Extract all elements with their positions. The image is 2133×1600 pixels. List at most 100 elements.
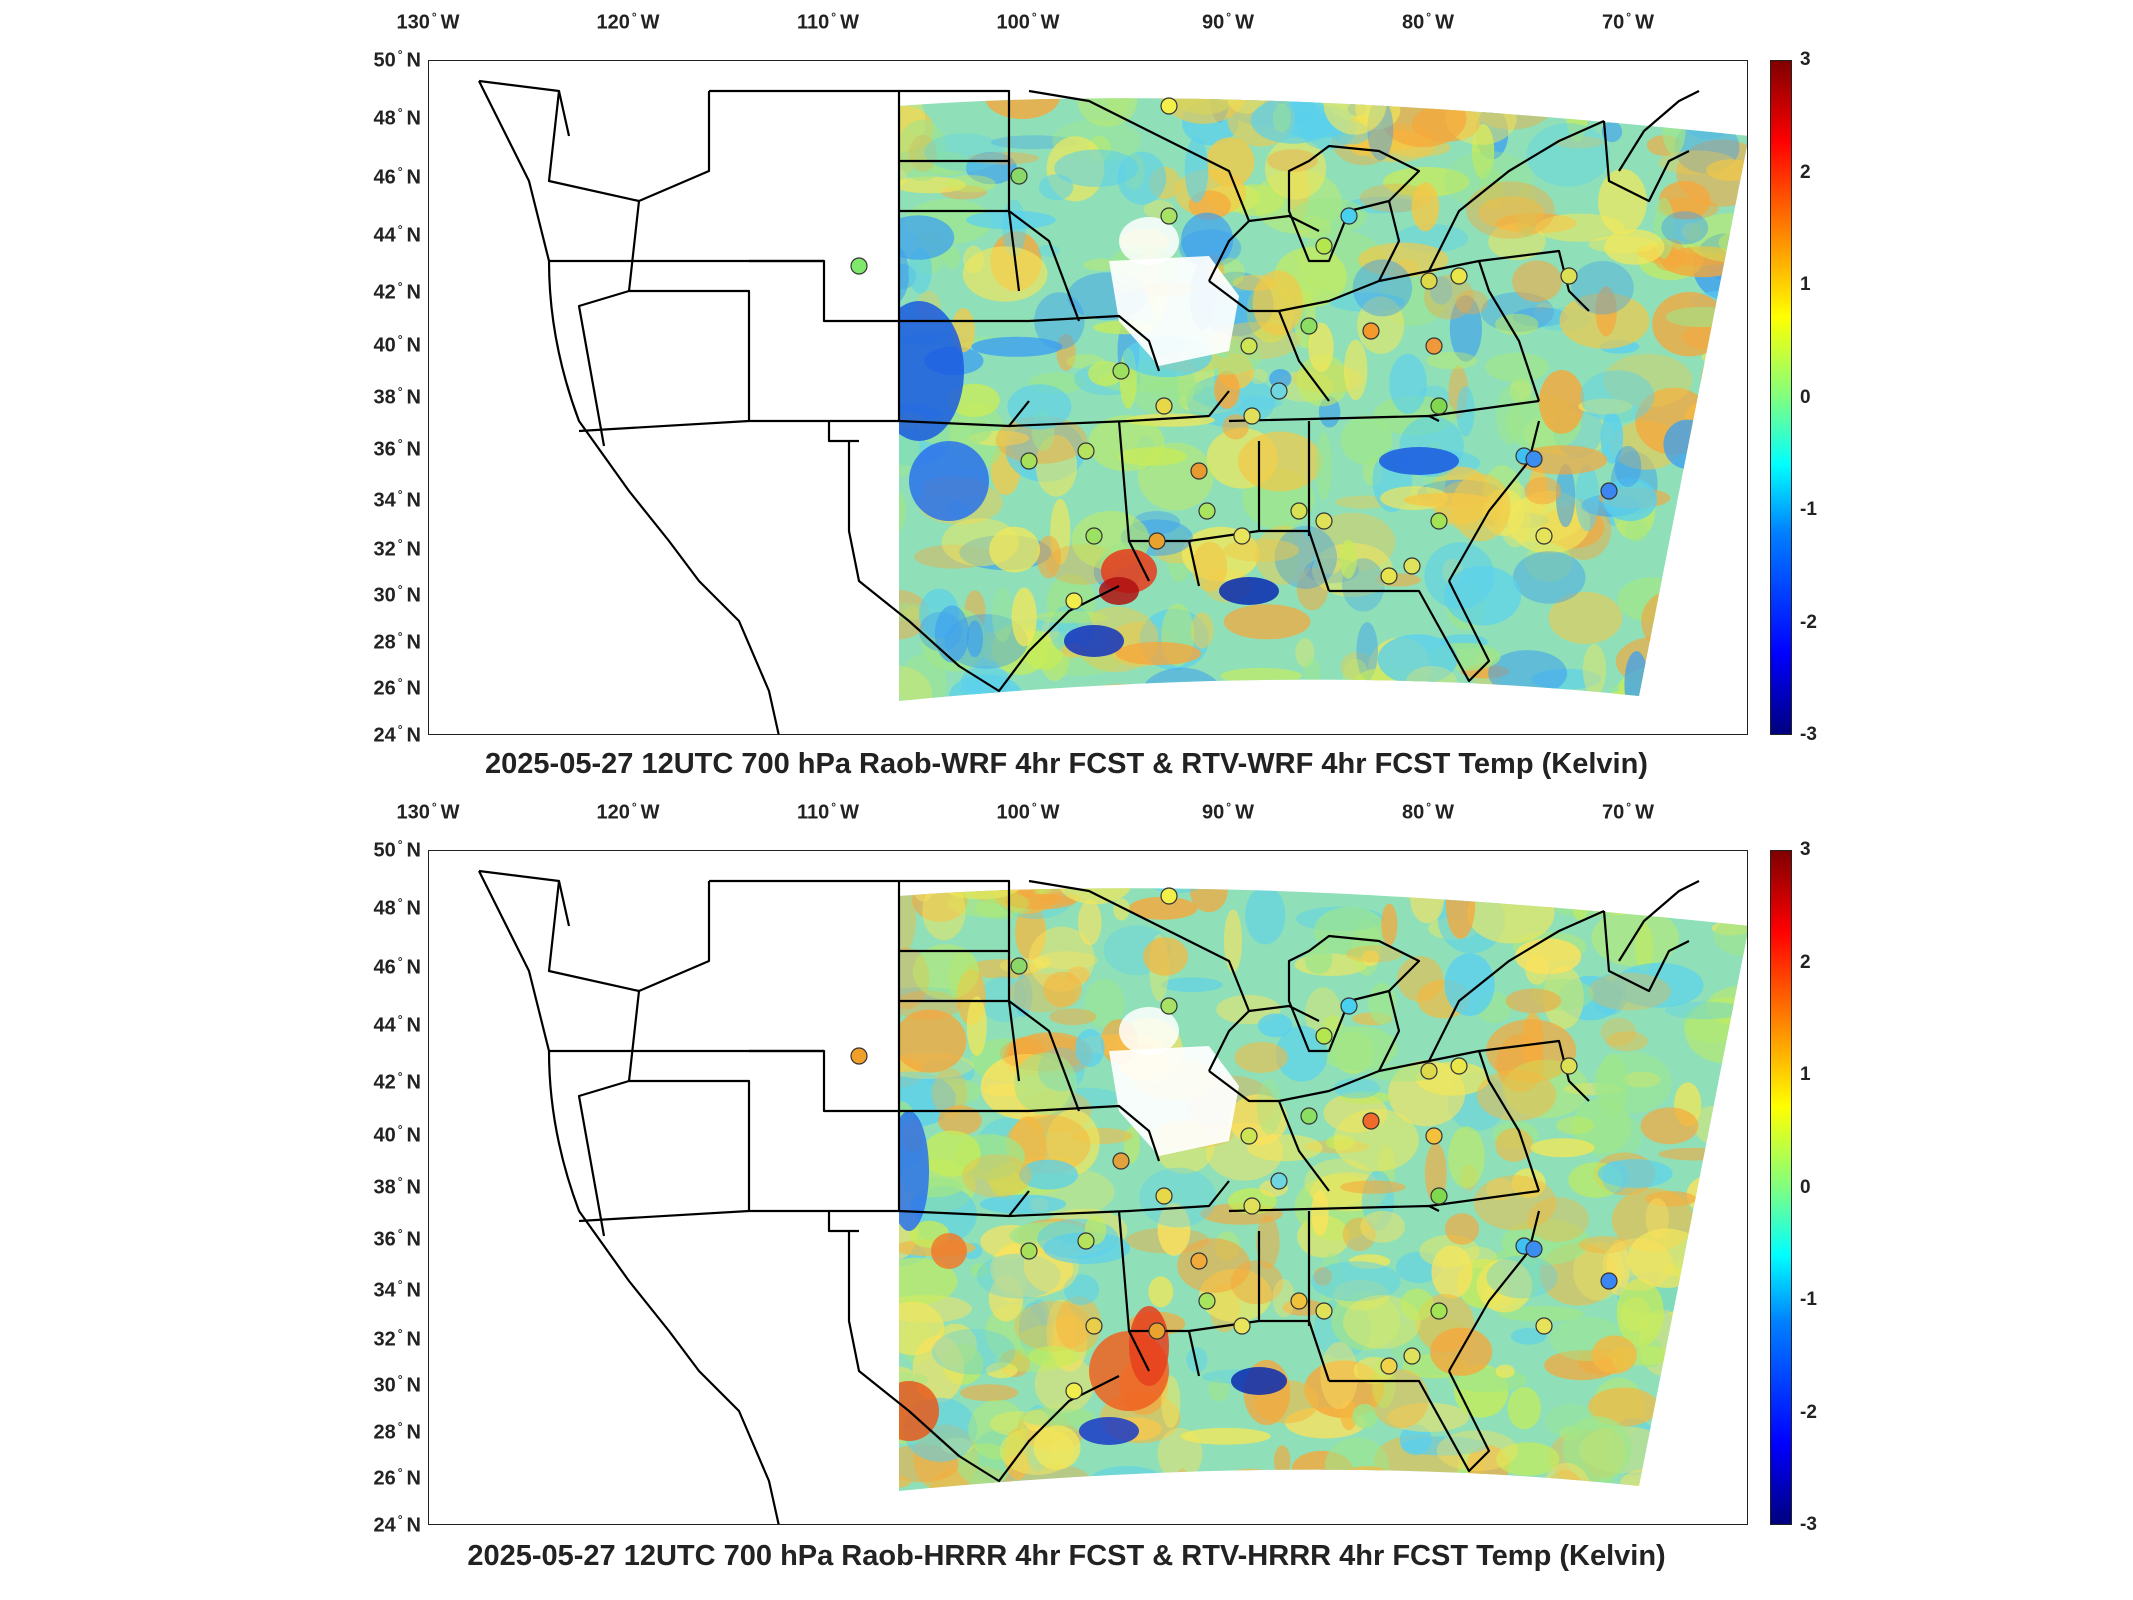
raob-station-marker[interactable]: [1112, 1152, 1130, 1170]
longitude-tick-label: 70 ° W: [1602, 800, 1654, 824]
raob-station-marker[interactable]: [1233, 527, 1251, 545]
raob-station-marker[interactable]: [1077, 1232, 1095, 1250]
raob-station-marker[interactable]: [1155, 397, 1173, 415]
latitude-tick-label: 38 ° N: [373, 384, 421, 409]
longitude-tick-label: 120 ° W: [596, 10, 660, 34]
colorbar-tick-label: -2: [1800, 611, 1817, 633]
raob-station-marker[interactable]: [1148, 532, 1166, 550]
latitude-tick-label: 34 ° N: [373, 1277, 421, 1302]
longitude-tick-label: 80 ° W: [1402, 800, 1454, 824]
raob-station-marker[interactable]: [1450, 267, 1468, 285]
raob-station-marker[interactable]: [1290, 502, 1308, 520]
raob-station-marker[interactable]: [1430, 397, 1448, 415]
colorbar-tick-label: -3: [1800, 1514, 1817, 1535]
latitude-tick-label: 26 ° N: [373, 1465, 421, 1490]
raob-station-marker[interactable]: [1190, 1252, 1208, 1270]
raob-station-marker[interactable]: [1240, 1127, 1258, 1145]
raob-station-marker[interactable]: [1430, 512, 1448, 530]
latitude-tick-label: 50 ° N: [373, 47, 421, 72]
raob-station-marker[interactable]: [1315, 1302, 1333, 1320]
raob-station-marker[interactable]: [1160, 207, 1178, 225]
raob-station-marker[interactable]: [1362, 322, 1380, 340]
raob-station-marker[interactable]: [1340, 997, 1358, 1015]
raob-station-marker[interactable]: [850, 257, 868, 275]
raob-station-marker[interactable]: [1340, 207, 1358, 225]
raob-station-marker[interactable]: [1403, 557, 1421, 575]
raob-station-marker[interactable]: [1380, 1357, 1398, 1375]
raob-station-marker[interactable]: [1430, 1187, 1448, 1205]
raob-station-marker[interactable]: [1112, 362, 1130, 380]
raob-station-marker[interactable]: [1160, 97, 1178, 115]
colorbar-tick-label: -1: [1800, 499, 1817, 520]
raob-station-marker[interactable]: [850, 1047, 868, 1065]
latitude-tick-label: 28 ° N: [373, 629, 421, 654]
raob-station-marker[interactable]: [1560, 267, 1578, 285]
raob-station-marker[interactable]: [1085, 527, 1103, 545]
raob-station-marker[interactable]: [1425, 337, 1443, 355]
raob-station-marker[interactable]: [1270, 1172, 1288, 1190]
raob-station-marker[interactable]: [1065, 592, 1083, 610]
colorbar-tick-label: 1: [1800, 274, 1811, 295]
map-panel-wrf: 130 ° W 120 ° W 110 ° W 100 ° W 90 ° W 80 ° W 70 ° W 50 ° N 48 °…: [373, 10, 1817, 780]
longitude-tick-label: 90 ° W: [1202, 800, 1254, 824]
colorbar-tick-label: -1: [1800, 1289, 1817, 1310]
raob-station-marker[interactable]: [1450, 1057, 1468, 1075]
raob-station-marker[interactable]: [1380, 567, 1398, 585]
raob-station-marker[interactable]: [1155, 1187, 1173, 1205]
longitude-tick-label: 80 ° W: [1402, 10, 1454, 34]
raob-station-marker[interactable]: [1300, 317, 1318, 335]
raob-station-marker[interactable]: [1190, 462, 1208, 480]
raob-station-marker[interactable]: [1085, 1317, 1103, 1335]
raob-station-marker[interactable]: [1315, 237, 1333, 255]
latitude-tick-label: 40 ° N: [373, 332, 421, 357]
raob-station-marker[interactable]: [1600, 1272, 1618, 1290]
map-frame[interactable]: [428, 850, 1748, 1525]
raob-station-marker[interactable]: [1420, 272, 1438, 290]
latitude-tick-label: 26 ° N: [373, 675, 421, 700]
longitude-tick-label: 110 ° W: [797, 10, 859, 34]
map-frame[interactable]: [428, 60, 1748, 735]
raob-station-marker[interactable]: [1315, 1027, 1333, 1045]
longitude-tick-label: 110 ° W: [797, 800, 859, 824]
raob-station-marker[interactable]: [1198, 502, 1216, 520]
raob-station-marker[interactable]: [1270, 382, 1288, 400]
longitude-tick-label: 70 ° W: [1602, 10, 1654, 34]
raob-station-marker[interactable]: [1010, 167, 1028, 185]
raob-station-marker[interactable]: [1010, 957, 1028, 975]
raob-station-marker[interactable]: [1420, 1062, 1438, 1080]
longitude-tick-label: 100 ° W: [996, 10, 1060, 34]
longitude-tick-label: 120 ° W: [596, 800, 660, 824]
raob-station-marker[interactable]: [1560, 1057, 1578, 1075]
latitude-tick-label: 24 ° N: [373, 1512, 421, 1537]
raob-station-marker[interactable]: [1020, 1242, 1038, 1260]
raob-station-marker[interactable]: [1535, 527, 1553, 545]
colorbar: [1770, 850, 1792, 1525]
raob-station-marker[interactable]: [1148, 1322, 1166, 1340]
raob-station-marker[interactable]: [1525, 1240, 1543, 1258]
raob-station-marker[interactable]: [1430, 1302, 1448, 1320]
raob-station-marker[interactable]: [1425, 1127, 1443, 1145]
raob-station-marker[interactable]: [1233, 1317, 1251, 1335]
raob-station-marker[interactable]: [1600, 482, 1618, 500]
latitude-tick-label: 42 ° N: [373, 1069, 421, 1094]
raob-station-marker[interactable]: [1362, 1112, 1380, 1130]
raob-station-marker[interactable]: [1077, 442, 1095, 460]
latitude-tick-label: 42 ° N: [373, 279, 421, 304]
map-title: 2025-05-27 12UTC 700 hPa Raob-HRRR 4hr F…: [467, 1540, 1666, 1572]
raob-station-marker[interactable]: [1160, 887, 1178, 905]
raob-station-marker[interactable]: [1290, 1292, 1308, 1310]
colorbar-tick-label: 3: [1800, 839, 1811, 860]
raob-station-marker[interactable]: [1525, 450, 1543, 468]
raob-station-marker[interactable]: [1020, 452, 1038, 470]
raob-station-marker[interactable]: [1243, 407, 1261, 425]
raob-station-marker[interactable]: [1535, 1317, 1553, 1335]
latitude-tick-label: 46 ° N: [373, 164, 421, 189]
raob-station-marker[interactable]: [1403, 1347, 1421, 1365]
raob-station-marker[interactable]: [1243, 1197, 1261, 1215]
raob-station-marker[interactable]: [1160, 997, 1178, 1015]
raob-station-marker[interactable]: [1300, 1107, 1318, 1125]
raob-station-marker[interactable]: [1315, 512, 1333, 530]
raob-station-marker[interactable]: [1240, 337, 1258, 355]
raob-station-marker[interactable]: [1198, 1292, 1216, 1310]
raob-station-marker[interactable]: [1065, 1382, 1083, 1400]
